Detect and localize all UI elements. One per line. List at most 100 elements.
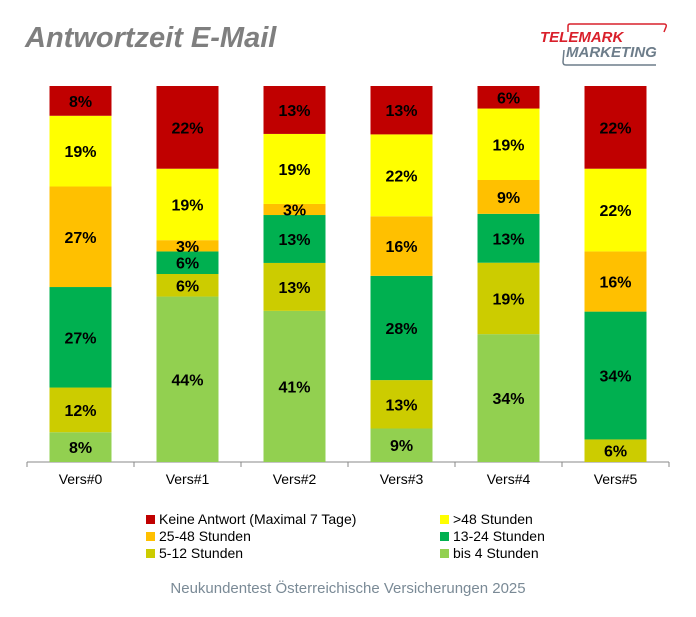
bar-segment [584,251,647,312]
data-label: 19% [64,144,96,161]
bar-segment [263,86,326,134]
data-label: 13% [385,103,417,120]
chart-title: Antwortzeit E-Mail [25,22,277,54]
bar-segment [49,115,112,187]
data-label: 3% [176,239,199,256]
data-label: 19% [171,197,203,214]
bar-segment [370,86,433,135]
bar-segment [263,310,326,462]
legend-label: Keine Antwort (Maximal 7 Tage) [159,511,357,527]
data-label: 19% [278,162,310,179]
data-label: 22% [171,120,203,137]
data-label: 44% [171,372,203,389]
legend-swatch [146,514,155,524]
data-label: 22% [385,168,417,185]
bar-segment [156,251,219,274]
legend-item: Keine Antwort (Maximal 7 Tage) [146,511,356,527]
data-label: 13% [278,280,310,297]
data-label: 28% [385,321,417,338]
bar-segment [477,86,540,109]
data-label: 8% [69,440,92,457]
bar-segment [477,213,540,263]
bar-segment [156,274,219,297]
bar-segment [156,168,219,241]
data-label: 16% [599,275,631,292]
category-label: Vers#3 [380,471,424,487]
data-label: 19% [492,291,524,308]
data-label: 34% [599,369,631,386]
legend-swatch [440,514,449,524]
legend-swatch [146,531,155,541]
bar-segment [584,86,647,169]
data-label: 19% [492,137,524,154]
category-label: Vers#0 [59,471,103,487]
data-label: 12% [64,403,96,420]
bar-segment [370,380,433,429]
category-label: Vers#2 [273,471,317,487]
legend-item: 5-12 Stunden [146,545,243,561]
bar-segment [584,168,647,252]
data-label: 6% [176,278,199,295]
data-label: 6% [497,90,520,107]
bar-segment [156,240,219,252]
data-label: 9% [390,438,413,455]
data-label: 22% [599,120,631,137]
data-label: 13% [278,232,310,249]
legend-item: 25-48 Stunden [146,528,251,544]
data-label: 13% [385,397,417,414]
legend-swatch [146,548,155,558]
bar-segment [156,86,219,169]
bar-segment [370,134,433,217]
bar-segment [370,275,433,381]
bar-segment [263,133,326,204]
legend-label: bis 4 Stunden [453,545,539,561]
legend-swatch [440,548,449,558]
legend-label: 13-24 Stunden [453,528,545,544]
bar-segment [263,215,326,263]
data-label: 6% [604,444,627,461]
legend-swatch [440,531,449,541]
data-label: 9% [497,190,520,207]
stacked-bar-chart: 8%12%27%27%19%8%Vers#044%6%6%3%19%22%Ver… [26,86,670,487]
bar-segment [49,287,112,388]
bar-segment [370,216,433,276]
legend-item: >48 Stunden [440,511,533,527]
data-label: 41% [278,379,310,396]
bar-segment [263,262,326,311]
bar-segment [263,203,326,216]
bar-segment [477,108,540,180]
bar-segment [477,334,540,462]
telemark-marketing-logo: TELEMARK MARKETING [540,23,667,66]
data-label: 6% [176,256,199,273]
bar-segment [477,180,540,214]
bar-segment [584,439,647,462]
data-label: 27% [64,330,96,347]
logo-line2: MARKETING [566,44,657,61]
bar-segment [584,311,647,440]
bar-segment [49,86,112,116]
data-label: 13% [278,103,310,120]
bar-segment [49,186,112,288]
category-label: Vers#5 [594,471,638,487]
bar-segment [49,432,112,462]
bar-segment [370,428,433,462]
data-label: 13% [492,231,524,248]
bar-segment [477,262,540,335]
data-label: 8% [69,94,92,111]
data-label: 34% [492,391,524,408]
legend-item: 13-24 Stunden [440,528,545,544]
logo-line1: TELEMARK [540,29,624,46]
data-label: 22% [599,203,631,220]
legend-item: bis 4 Stunden [440,545,539,561]
legend-label: 25-48 Stunden [159,528,251,544]
legend-label: 5-12 Stunden [159,545,244,561]
bar-segment [49,387,112,433]
data-label: 16% [385,239,417,256]
data-label: 3% [283,202,306,219]
data-label: 27% [64,230,96,247]
category-label: Vers#1 [166,471,210,487]
legend-label: >48 Stunden [453,511,533,527]
chart-subtitle: Neukundentest Österreichische Versicheru… [170,580,526,597]
category-label: Vers#4 [487,471,531,487]
